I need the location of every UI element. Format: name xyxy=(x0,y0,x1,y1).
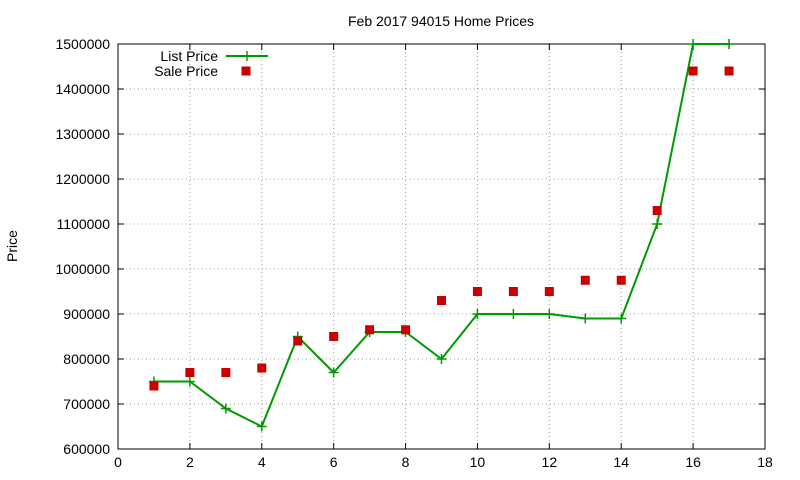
y-tick-label: 1000000 xyxy=(55,261,110,277)
plot-frame xyxy=(117,43,766,450)
sale-price-point xyxy=(437,296,446,305)
list-price-point xyxy=(652,219,663,229)
y-tick-label: 1400000 xyxy=(55,81,110,97)
y-tick-label: 1500000 xyxy=(55,36,110,52)
list-price-line xyxy=(153,43,730,428)
y-tick-label: 600000 xyxy=(63,441,110,457)
y-tick-label: 1100000 xyxy=(57,216,111,232)
list-price-point xyxy=(544,309,555,319)
sale-price-point xyxy=(293,336,303,346)
series-layer xyxy=(148,39,735,432)
x-tick-label: 8 xyxy=(402,454,410,470)
sale-price-point xyxy=(365,325,375,335)
list-price-point xyxy=(688,39,699,49)
legend-marker xyxy=(241,66,251,76)
sale-price-point xyxy=(652,206,662,215)
sale-price-point xyxy=(688,66,698,76)
sale-price-point xyxy=(544,287,554,296)
list-price-point xyxy=(436,354,447,364)
sale-price-point xyxy=(149,381,159,391)
sale-price-point xyxy=(329,332,339,341)
x-tick-label: 18 xyxy=(757,454,773,470)
list-price-point xyxy=(616,313,627,324)
sale-price-point xyxy=(508,287,518,296)
list-price-point xyxy=(472,309,483,319)
y-tick-label: 800000 xyxy=(63,351,110,367)
x-tick-label: 14 xyxy=(613,454,629,470)
y-axis-label: Price xyxy=(4,230,20,262)
series-sale-price xyxy=(149,66,734,391)
list-price-point xyxy=(508,309,519,319)
sale-price-point xyxy=(580,275,590,285)
list-price-point xyxy=(724,39,735,49)
x-tick-label: 6 xyxy=(330,454,338,470)
y-tick-label: 700000 xyxy=(63,396,110,412)
y-tick-label: 1300000 xyxy=(55,126,110,142)
x-tick-label: 10 xyxy=(470,454,486,470)
sale-price-point xyxy=(616,275,626,285)
sale-price-point xyxy=(185,368,195,377)
sale-price-point xyxy=(472,287,482,296)
list-price-point xyxy=(580,313,591,324)
series-list-price xyxy=(148,39,735,432)
sale-price-point xyxy=(257,363,267,373)
list-price-point xyxy=(328,367,339,378)
y-tick-label: 900000 xyxy=(63,306,110,322)
sale-price-point xyxy=(724,66,734,76)
chart-title: Feb 2017 94015 Home Prices xyxy=(348,13,534,29)
list-price-point xyxy=(220,403,231,414)
x-tick-label: 12 xyxy=(542,454,558,470)
x-tick-label: 2 xyxy=(186,454,194,470)
list-price-point xyxy=(256,421,267,432)
sale-price-point xyxy=(401,325,411,335)
legend-label: Sale Price xyxy=(154,63,218,79)
legend-marker xyxy=(242,51,252,61)
sale-price-point xyxy=(221,368,231,377)
axis-ticks: 0 2 4 6 8 10 12 14 16 18 600000 700000 800000 900000 1… xyxy=(55,36,773,470)
x-tick-label: 4 xyxy=(258,454,266,470)
legend-label: List Price xyxy=(160,48,218,64)
list-price-point xyxy=(184,376,195,387)
grid-lines xyxy=(118,44,765,449)
x-tick-label: 0 xyxy=(114,454,122,470)
x-tick-label: 16 xyxy=(685,454,701,470)
y-tick-label: 1200000 xyxy=(55,171,110,187)
